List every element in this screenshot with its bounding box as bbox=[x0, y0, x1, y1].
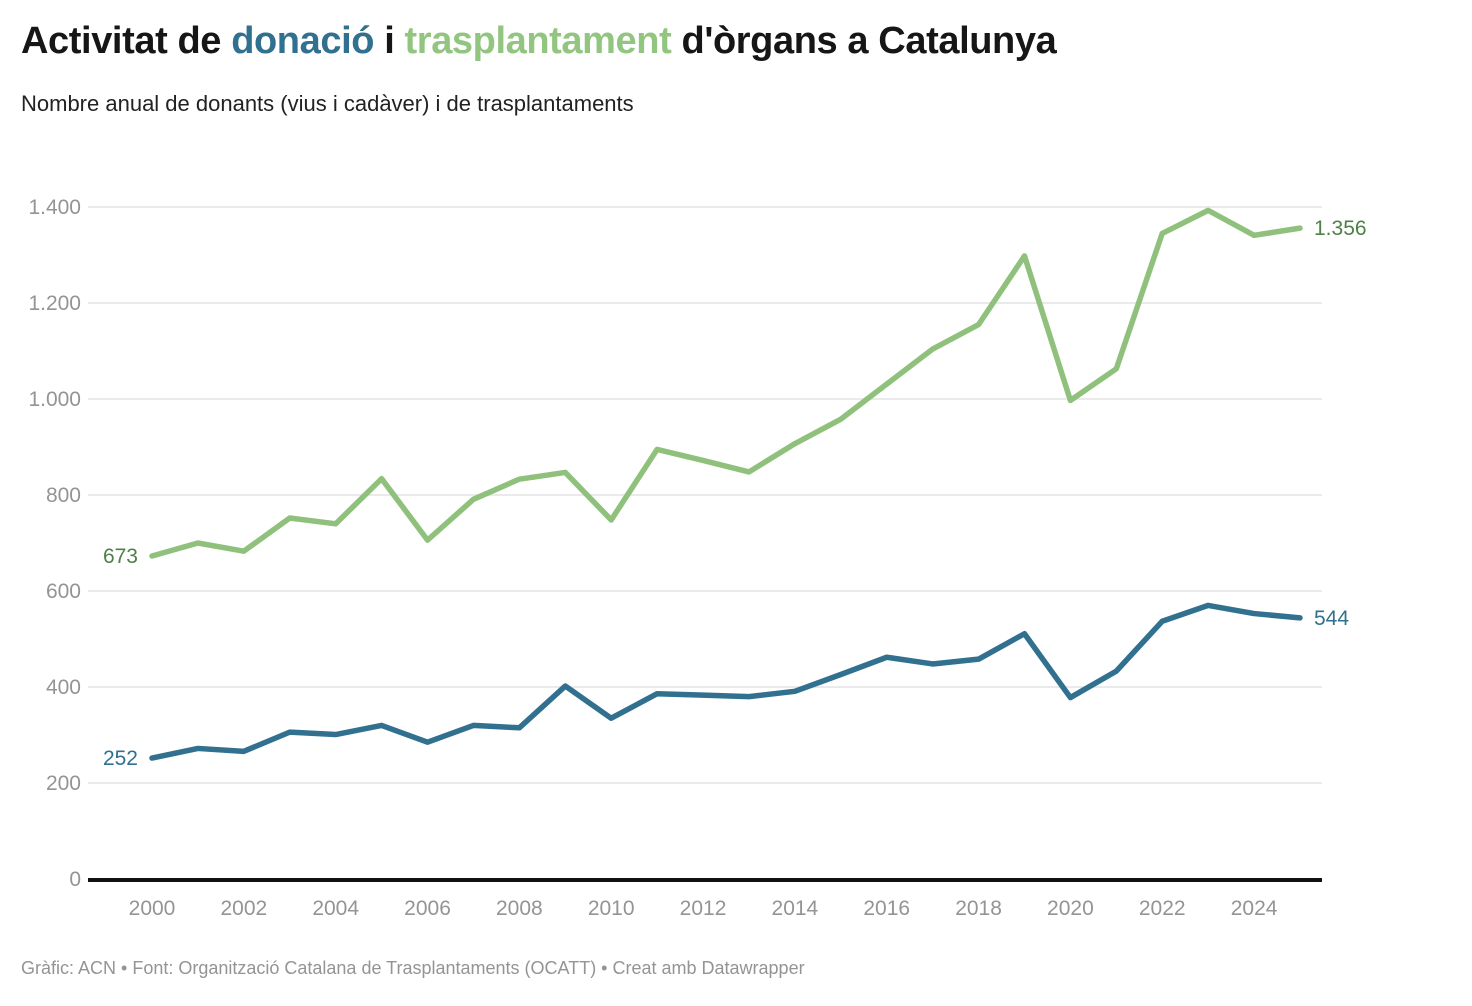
title-part-5: d'òrgans a Catalunya bbox=[671, 20, 1057, 62]
title-part-1: Activitat de bbox=[21, 20, 232, 62]
x-tick-label: 2002 bbox=[220, 897, 267, 920]
x-tick-label: 2018 bbox=[955, 897, 1002, 920]
x-tick-label: 2008 bbox=[496, 897, 543, 920]
y-tick-label: 1.000 bbox=[28, 388, 81, 411]
x-tick-label: 2012 bbox=[680, 897, 727, 920]
y-tick-label: 800 bbox=[46, 484, 81, 507]
title-part-3: i bbox=[374, 20, 405, 62]
y-tick-label: 400 bbox=[46, 676, 81, 699]
x-tick-label: 2006 bbox=[404, 897, 451, 920]
x-tick-label: 2022 bbox=[1139, 897, 1186, 920]
x-tick-label: 2024 bbox=[1231, 897, 1278, 920]
page-title: Activitat de donació i trasplantament d'… bbox=[21, 20, 1057, 63]
x-tick-label: 2020 bbox=[1047, 897, 1094, 920]
y-tick-label: 200 bbox=[46, 772, 81, 795]
x-tick-label: 2014 bbox=[772, 897, 819, 920]
donants-start-value-label: 252 bbox=[103, 747, 138, 770]
trasplantaments-end-value-label: 1.356 bbox=[1314, 217, 1367, 240]
y-tick-label: 0 bbox=[69, 868, 81, 891]
x-tick-label: 2016 bbox=[863, 897, 910, 920]
title-part-trasplantament: trasplantament bbox=[404, 20, 672, 62]
donants-line bbox=[149, 602, 1303, 761]
trasplantaments-start-value-label: 673 bbox=[103, 545, 138, 568]
x-tick-label: 2010 bbox=[588, 897, 635, 920]
trasplantaments-line bbox=[149, 207, 1303, 559]
y-tick-label: 600 bbox=[46, 580, 81, 603]
x-tick-label: 2004 bbox=[312, 897, 359, 920]
source-attribution: Gràfic: ACN • Font: Organització Catalan… bbox=[21, 958, 805, 978]
donants-end-value-label: 544 bbox=[1314, 607, 1349, 630]
chart-subtitle: Nombre anual de donants (vius i cadàver)… bbox=[21, 91, 634, 116]
title-part-donacio: donació bbox=[231, 20, 375, 62]
x-tick-label: 2000 bbox=[129, 897, 176, 920]
y-tick-label: 1.200 bbox=[28, 292, 81, 315]
y-tick-label: 1.400 bbox=[28, 196, 81, 219]
